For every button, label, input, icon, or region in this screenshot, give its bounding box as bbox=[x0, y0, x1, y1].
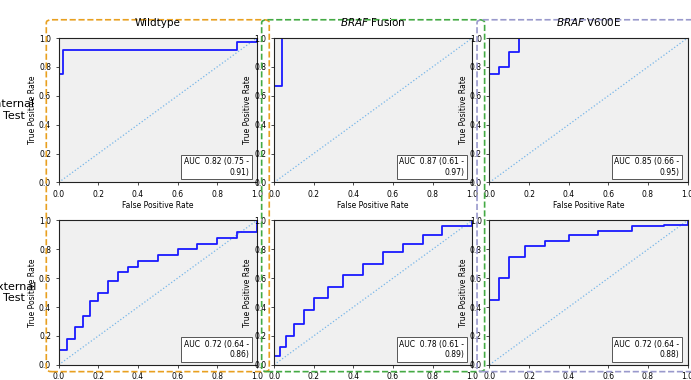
Y-axis label: True Positive Rate: True Positive Rate bbox=[28, 258, 37, 327]
X-axis label: False Positive Rate: False Positive Rate bbox=[337, 201, 409, 210]
Text: AUC  0.82 (0.75 -
0.91): AUC 0.82 (0.75 - 0.91) bbox=[184, 157, 249, 177]
Y-axis label: True Positive Rate: True Positive Rate bbox=[459, 76, 468, 144]
Text: External
Test: External Test bbox=[0, 282, 37, 303]
X-axis label: False Positive Rate: False Positive Rate bbox=[122, 201, 193, 210]
Text: AUC  0.72 (0.64 -
0.86): AUC 0.72 (0.64 - 0.86) bbox=[184, 340, 249, 359]
Text: AUC  0.78 (0.61 -
0.89): AUC 0.78 (0.61 - 0.89) bbox=[399, 340, 464, 359]
Text: AUC  0.85 (0.66 -
0.95): AUC 0.85 (0.66 - 0.95) bbox=[614, 157, 680, 177]
Text: $\it{BRAF}$ V600E: $\it{BRAF}$ V600E bbox=[556, 16, 621, 28]
Text: Wildtype: Wildtype bbox=[135, 19, 181, 28]
Y-axis label: True Positive Rate: True Positive Rate bbox=[459, 258, 468, 327]
Y-axis label: True Positive Rate: True Positive Rate bbox=[243, 76, 252, 144]
X-axis label: False Positive Rate: False Positive Rate bbox=[553, 201, 624, 210]
Text: AUC  0.87 (0.61 -
0.97): AUC 0.87 (0.61 - 0.97) bbox=[399, 157, 464, 177]
Y-axis label: True Positive Rate: True Positive Rate bbox=[243, 258, 252, 327]
Y-axis label: True Positive Rate: True Positive Rate bbox=[28, 76, 37, 144]
Text: $\it{BRAF}$ Fusion: $\it{BRAF}$ Fusion bbox=[341, 16, 406, 28]
Text: AUC  0.72 (0.64 -
0.88): AUC 0.72 (0.64 - 0.88) bbox=[614, 340, 680, 359]
Text: Internal
Test: Internal Test bbox=[0, 100, 35, 121]
